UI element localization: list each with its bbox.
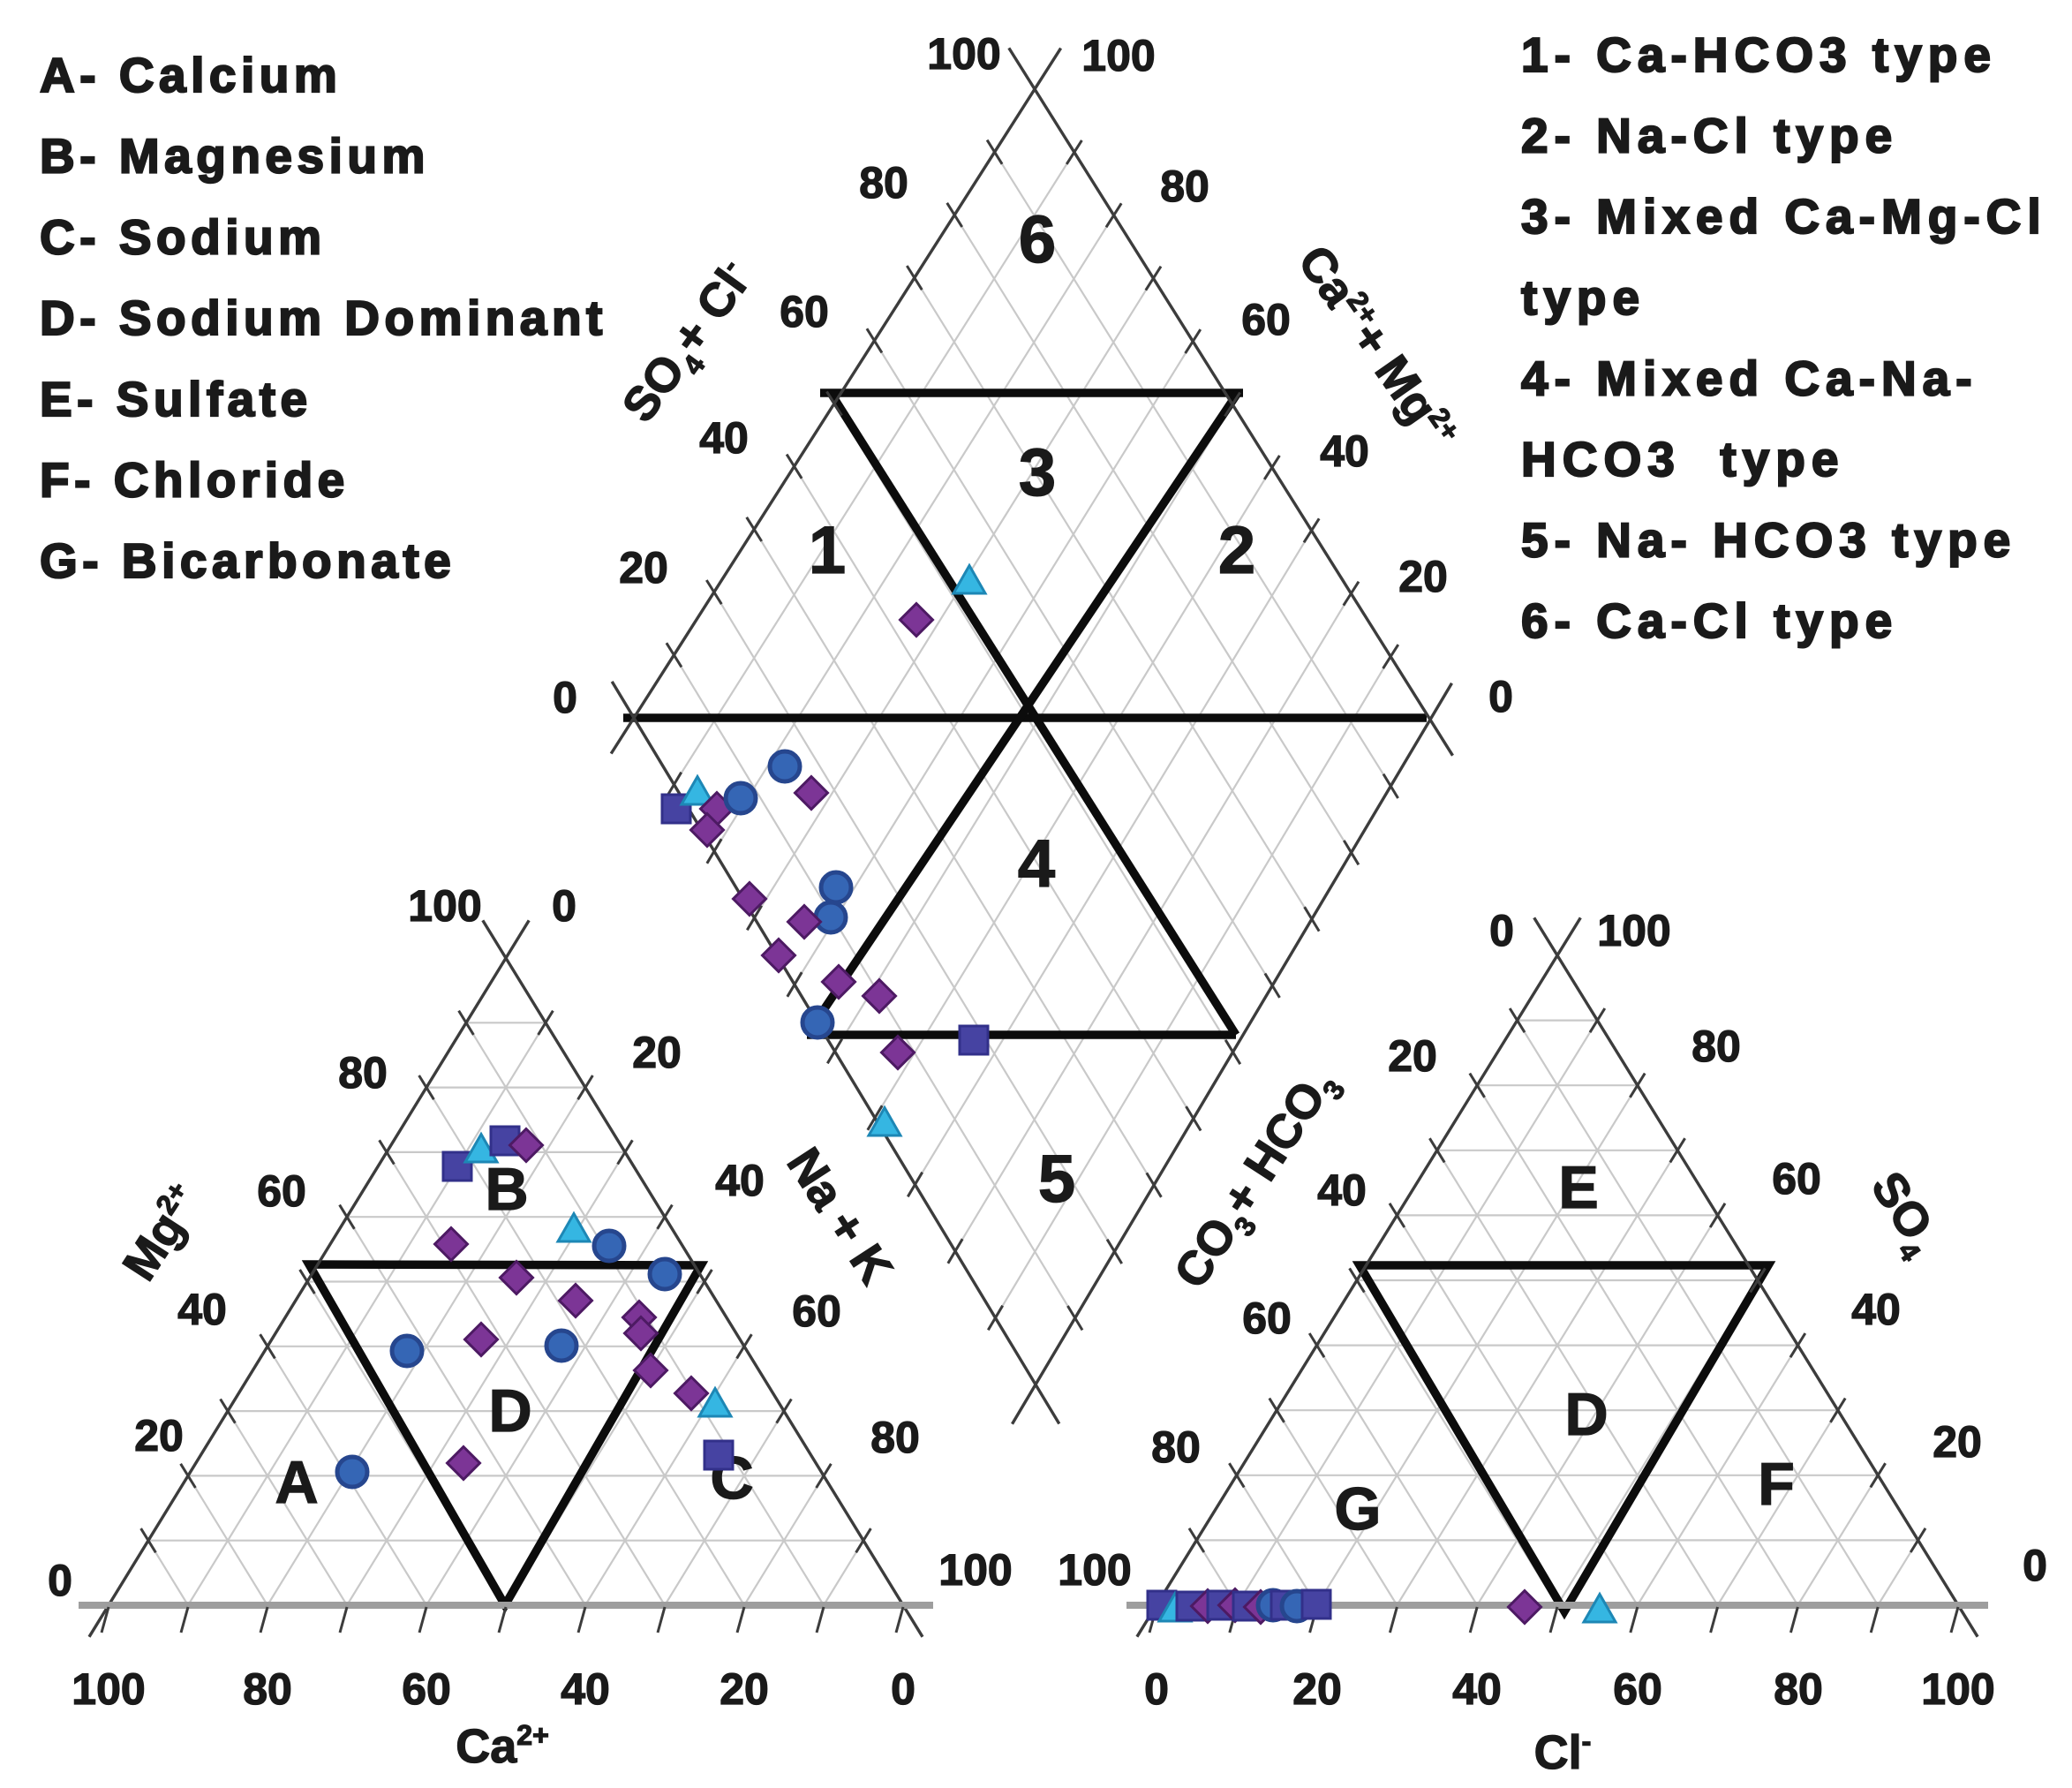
svg-text:80: 80 — [338, 1048, 388, 1098]
svg-text:type: type — [1521, 270, 1646, 325]
svg-text:60: 60 — [1241, 295, 1291, 344]
svg-text:D- Sodium Dominant: D- Sodium Dominant — [40, 290, 607, 345]
svg-text:80: 80 — [1774, 1664, 1823, 1714]
svg-text:20: 20 — [1398, 552, 1448, 601]
svg-text:1: 1 — [809, 513, 846, 588]
svg-text:60: 60 — [1242, 1294, 1292, 1343]
svg-text:0: 0 — [1488, 672, 1513, 721]
svg-text:20: 20 — [1388, 1031, 1437, 1081]
svg-text:60: 60 — [402, 1664, 451, 1714]
svg-text:80: 80 — [1160, 162, 1209, 211]
svg-text:60: 60 — [780, 287, 829, 336]
svg-text:5: 5 — [1038, 1142, 1075, 1217]
svg-text:A: A — [275, 1449, 318, 1516]
svg-text:20: 20 — [619, 543, 668, 592]
svg-text:40: 40 — [1851, 1285, 1901, 1334]
svg-text:40: 40 — [561, 1664, 610, 1714]
svg-text:80: 80 — [870, 1413, 920, 1462]
svg-text:B: B — [485, 1156, 528, 1223]
svg-text:4: 4 — [1018, 826, 1055, 902]
svg-text:40: 40 — [1320, 426, 1369, 476]
svg-text:6- Ca-Cl type: 6- Ca-Cl type — [1521, 593, 1898, 648]
svg-text:F- Chloride: F- Chloride — [40, 453, 350, 508]
svg-text:60: 60 — [1613, 1664, 1662, 1714]
svg-text:20: 20 — [134, 1411, 184, 1460]
svg-text:40: 40 — [1317, 1166, 1367, 1215]
svg-text:6: 6 — [1019, 202, 1056, 277]
svg-text:Ca2+: Ca2+ — [456, 1719, 549, 1773]
svg-text:E- Sulfate: E- Sulfate — [40, 372, 313, 426]
svg-text:B- Magnesium: B- Magnesium — [40, 129, 430, 184]
svg-text:Cl-: Cl- — [1534, 1725, 1592, 1779]
svg-text:1- Ca-HCO3 type: 1- Ca-HCO3 type — [1521, 27, 1997, 82]
svg-text:A- Calcium: A- Calcium — [40, 48, 342, 102]
svg-text:100: 100 — [72, 1664, 145, 1714]
svg-text:D: D — [1564, 1381, 1608, 1448]
svg-text:3: 3 — [1019, 435, 1056, 510]
svg-text:40: 40 — [177, 1285, 227, 1334]
svg-text:20: 20 — [632, 1028, 682, 1077]
svg-text:40: 40 — [1452, 1664, 1502, 1714]
svg-text:40: 40 — [715, 1156, 765, 1205]
svg-text:100: 100 — [1597, 906, 1670, 955]
svg-text:100: 100 — [1058, 1545, 1131, 1595]
svg-text:0: 0 — [2023, 1541, 2047, 1590]
svg-text:0: 0 — [1144, 1664, 1169, 1714]
svg-text:0: 0 — [891, 1664, 915, 1714]
svg-text:60: 60 — [257, 1166, 306, 1216]
svg-text:20: 20 — [720, 1664, 769, 1714]
svg-text:D: D — [488, 1377, 531, 1445]
svg-text:80: 80 — [243, 1664, 292, 1714]
svg-text:20: 20 — [1933, 1417, 1982, 1467]
svg-text:E: E — [1558, 1154, 1598, 1221]
svg-text:HCO3 type: HCO3 type — [1521, 432, 1844, 487]
svg-text:0: 0 — [552, 881, 576, 931]
svg-text:60: 60 — [792, 1286, 841, 1336]
svg-text:0: 0 — [1489, 906, 1514, 955]
svg-text:20: 20 — [1292, 1664, 1342, 1714]
svg-text:G- Bicarbonate: G- Bicarbonate — [40, 533, 456, 588]
svg-text:0: 0 — [48, 1556, 72, 1605]
svg-text:G: G — [1335, 1475, 1382, 1543]
svg-text:100: 100 — [1081, 31, 1155, 80]
svg-text:80: 80 — [859, 158, 908, 207]
svg-text:60: 60 — [1772, 1154, 1821, 1203]
svg-text:80: 80 — [1151, 1422, 1201, 1472]
svg-text:5- Na- HCO3 type: 5- Na- HCO3 type — [1521, 513, 2016, 568]
svg-text:80: 80 — [1692, 1022, 1741, 1071]
svg-text:40: 40 — [699, 413, 749, 463]
svg-text:100: 100 — [408, 881, 481, 931]
svg-text:2: 2 — [1218, 513, 1255, 588]
svg-text:3- Mixed Ca-Mg-Cl: 3- Mixed Ca-Mg-Cl — [1521, 189, 2047, 244]
svg-text:100: 100 — [927, 29, 1000, 79]
svg-text:0: 0 — [553, 673, 577, 722]
svg-text:2- Na-Cl type: 2- Na-Cl type — [1521, 109, 1898, 163]
svg-text:C- Sodium: C- Sodium — [40, 209, 326, 264]
svg-text:100: 100 — [1921, 1664, 1994, 1714]
svg-text:F: F — [1758, 1451, 1795, 1518]
svg-text:100: 100 — [938, 1545, 1012, 1595]
svg-text:4- Mixed Ca-Na-: 4- Mixed Ca-Na- — [1521, 351, 1978, 405]
